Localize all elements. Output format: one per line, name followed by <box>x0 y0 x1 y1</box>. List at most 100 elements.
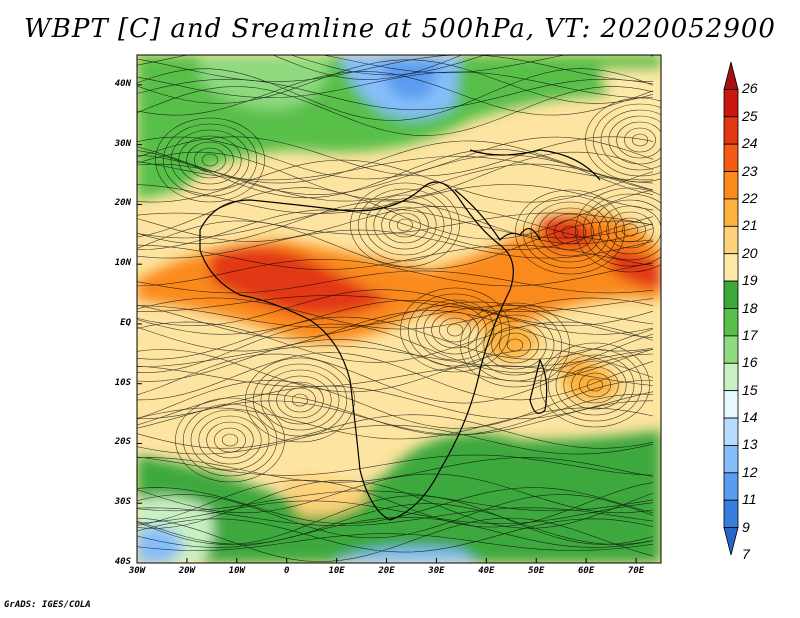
colorbar-label: 25 <box>742 107 758 124</box>
lon-label: 20W <box>178 566 196 576</box>
vortex-streamline <box>606 211 654 249</box>
lon-label: 30W <box>128 566 146 576</box>
lon-label: 10E <box>328 566 345 576</box>
flow-streamline <box>137 457 654 483</box>
flow-streamline <box>137 385 654 420</box>
vortex-streamline <box>276 381 324 419</box>
lat-label: 20N <box>114 198 131 209</box>
colorbar-label: 21 <box>742 217 758 234</box>
flow-streamline <box>137 159 654 203</box>
colorbar-cell <box>723 143 739 172</box>
flow-streamline <box>137 244 654 270</box>
vortex-streamline <box>198 415 262 465</box>
coastlines <box>199 149 601 521</box>
vortex-streamline <box>162 123 258 197</box>
flow-streamline <box>137 270 654 294</box>
vortex-streamline <box>186 141 234 179</box>
flow-streamline <box>137 209 654 251</box>
flow-streamline <box>137 400 654 436</box>
lon-label: 30E <box>428 566 445 576</box>
flow-streamline <box>137 500 654 524</box>
vortex-streamline <box>201 153 219 167</box>
vortex-streamline <box>175 397 285 483</box>
colorbar-label: 17 <box>742 326 758 343</box>
vortex-streamline <box>563 360 627 410</box>
flow-streamline <box>137 229 654 259</box>
flow-streamline <box>137 55 567 74</box>
vortex-streamline <box>396 218 414 232</box>
vortex-streamline <box>538 207 602 257</box>
colorbar-label: 15 <box>742 381 758 398</box>
colorbar-label: 23 <box>742 162 758 179</box>
flow-streamline <box>137 187 654 240</box>
colorbar-cell <box>723 253 739 282</box>
colorbar-cell <box>723 116 739 145</box>
lat-label: 10N <box>114 258 131 269</box>
flow-streamline <box>137 414 654 449</box>
vortex-streamline <box>190 409 270 471</box>
vortex-streamline <box>291 393 309 407</box>
flow-streamline <box>137 55 654 82</box>
flow-streamline <box>137 259 654 287</box>
vortex-streamline <box>439 317 471 343</box>
flow-streamline <box>137 86 654 136</box>
vortex-streamline <box>586 378 604 392</box>
vortex-streamline <box>483 320 547 370</box>
map-frame <box>136 54 662 564</box>
flow-streamline <box>137 207 654 239</box>
flow-streamline <box>137 479 654 529</box>
vortex-streamline <box>206 421 254 459</box>
flow-streamline <box>137 184 654 214</box>
flow-streamline <box>137 78 654 111</box>
colorbar-label: 16 <box>742 354 758 371</box>
vortex-streamline <box>407 293 503 367</box>
vortex-streamline <box>582 193 661 267</box>
flow-streamline <box>272 55 654 80</box>
flow-streamline <box>137 220 654 270</box>
vortex-streamline <box>600 109 661 171</box>
lon-label: 50E <box>528 566 545 576</box>
vortex-streamline <box>547 348 643 422</box>
flow-streamline <box>137 71 654 116</box>
vortex-streamline <box>446 323 464 337</box>
flow-streamline <box>137 71 654 99</box>
vortex-streamline <box>400 287 510 373</box>
flow-streamline <box>137 473 654 514</box>
flow-streamline <box>137 59 654 104</box>
flow-streamline <box>137 349 654 393</box>
vortex-streamline <box>616 121 661 159</box>
flow-streamline <box>137 393 654 436</box>
grads-credit: GrADS: IGES/COLA <box>4 600 91 610</box>
flow-streamline <box>137 154 654 195</box>
colorbar-label: 12 <box>742 463 758 480</box>
flow-streamline <box>137 407 654 440</box>
colorbar-cell <box>723 308 739 337</box>
colorbar-label: 18 <box>742 299 758 316</box>
colorbar-label: 22 <box>742 189 758 206</box>
vortex-streamline <box>624 127 656 153</box>
colorbar-cell <box>723 362 739 392</box>
flow-streamline <box>137 299 654 335</box>
colorbar-label: 7 <box>742 546 750 562</box>
vortex-streamline <box>491 326 539 364</box>
colorbar-cell <box>723 445 739 474</box>
vortex-streamline <box>571 366 619 404</box>
vortex-streamline <box>182 403 278 477</box>
flow-streamline <box>137 68 654 121</box>
vortex-streamline <box>515 189 625 275</box>
colorbar-cell <box>723 527 739 556</box>
vortex-streamline <box>194 147 226 173</box>
flow-streamline <box>137 339 654 382</box>
colorbar <box>723 61 739 556</box>
flow-streamline <box>137 495 654 545</box>
flow-streamline <box>137 365 654 388</box>
flow-streamline <box>137 297 654 330</box>
lat-label: 30S <box>114 497 131 508</box>
flow-streamline <box>137 136 654 180</box>
vortex-streamline <box>365 194 445 256</box>
lon-label: 60E <box>578 566 595 576</box>
lat-label: EQ <box>120 317 131 328</box>
colorbar-label: 24 <box>742 135 758 152</box>
